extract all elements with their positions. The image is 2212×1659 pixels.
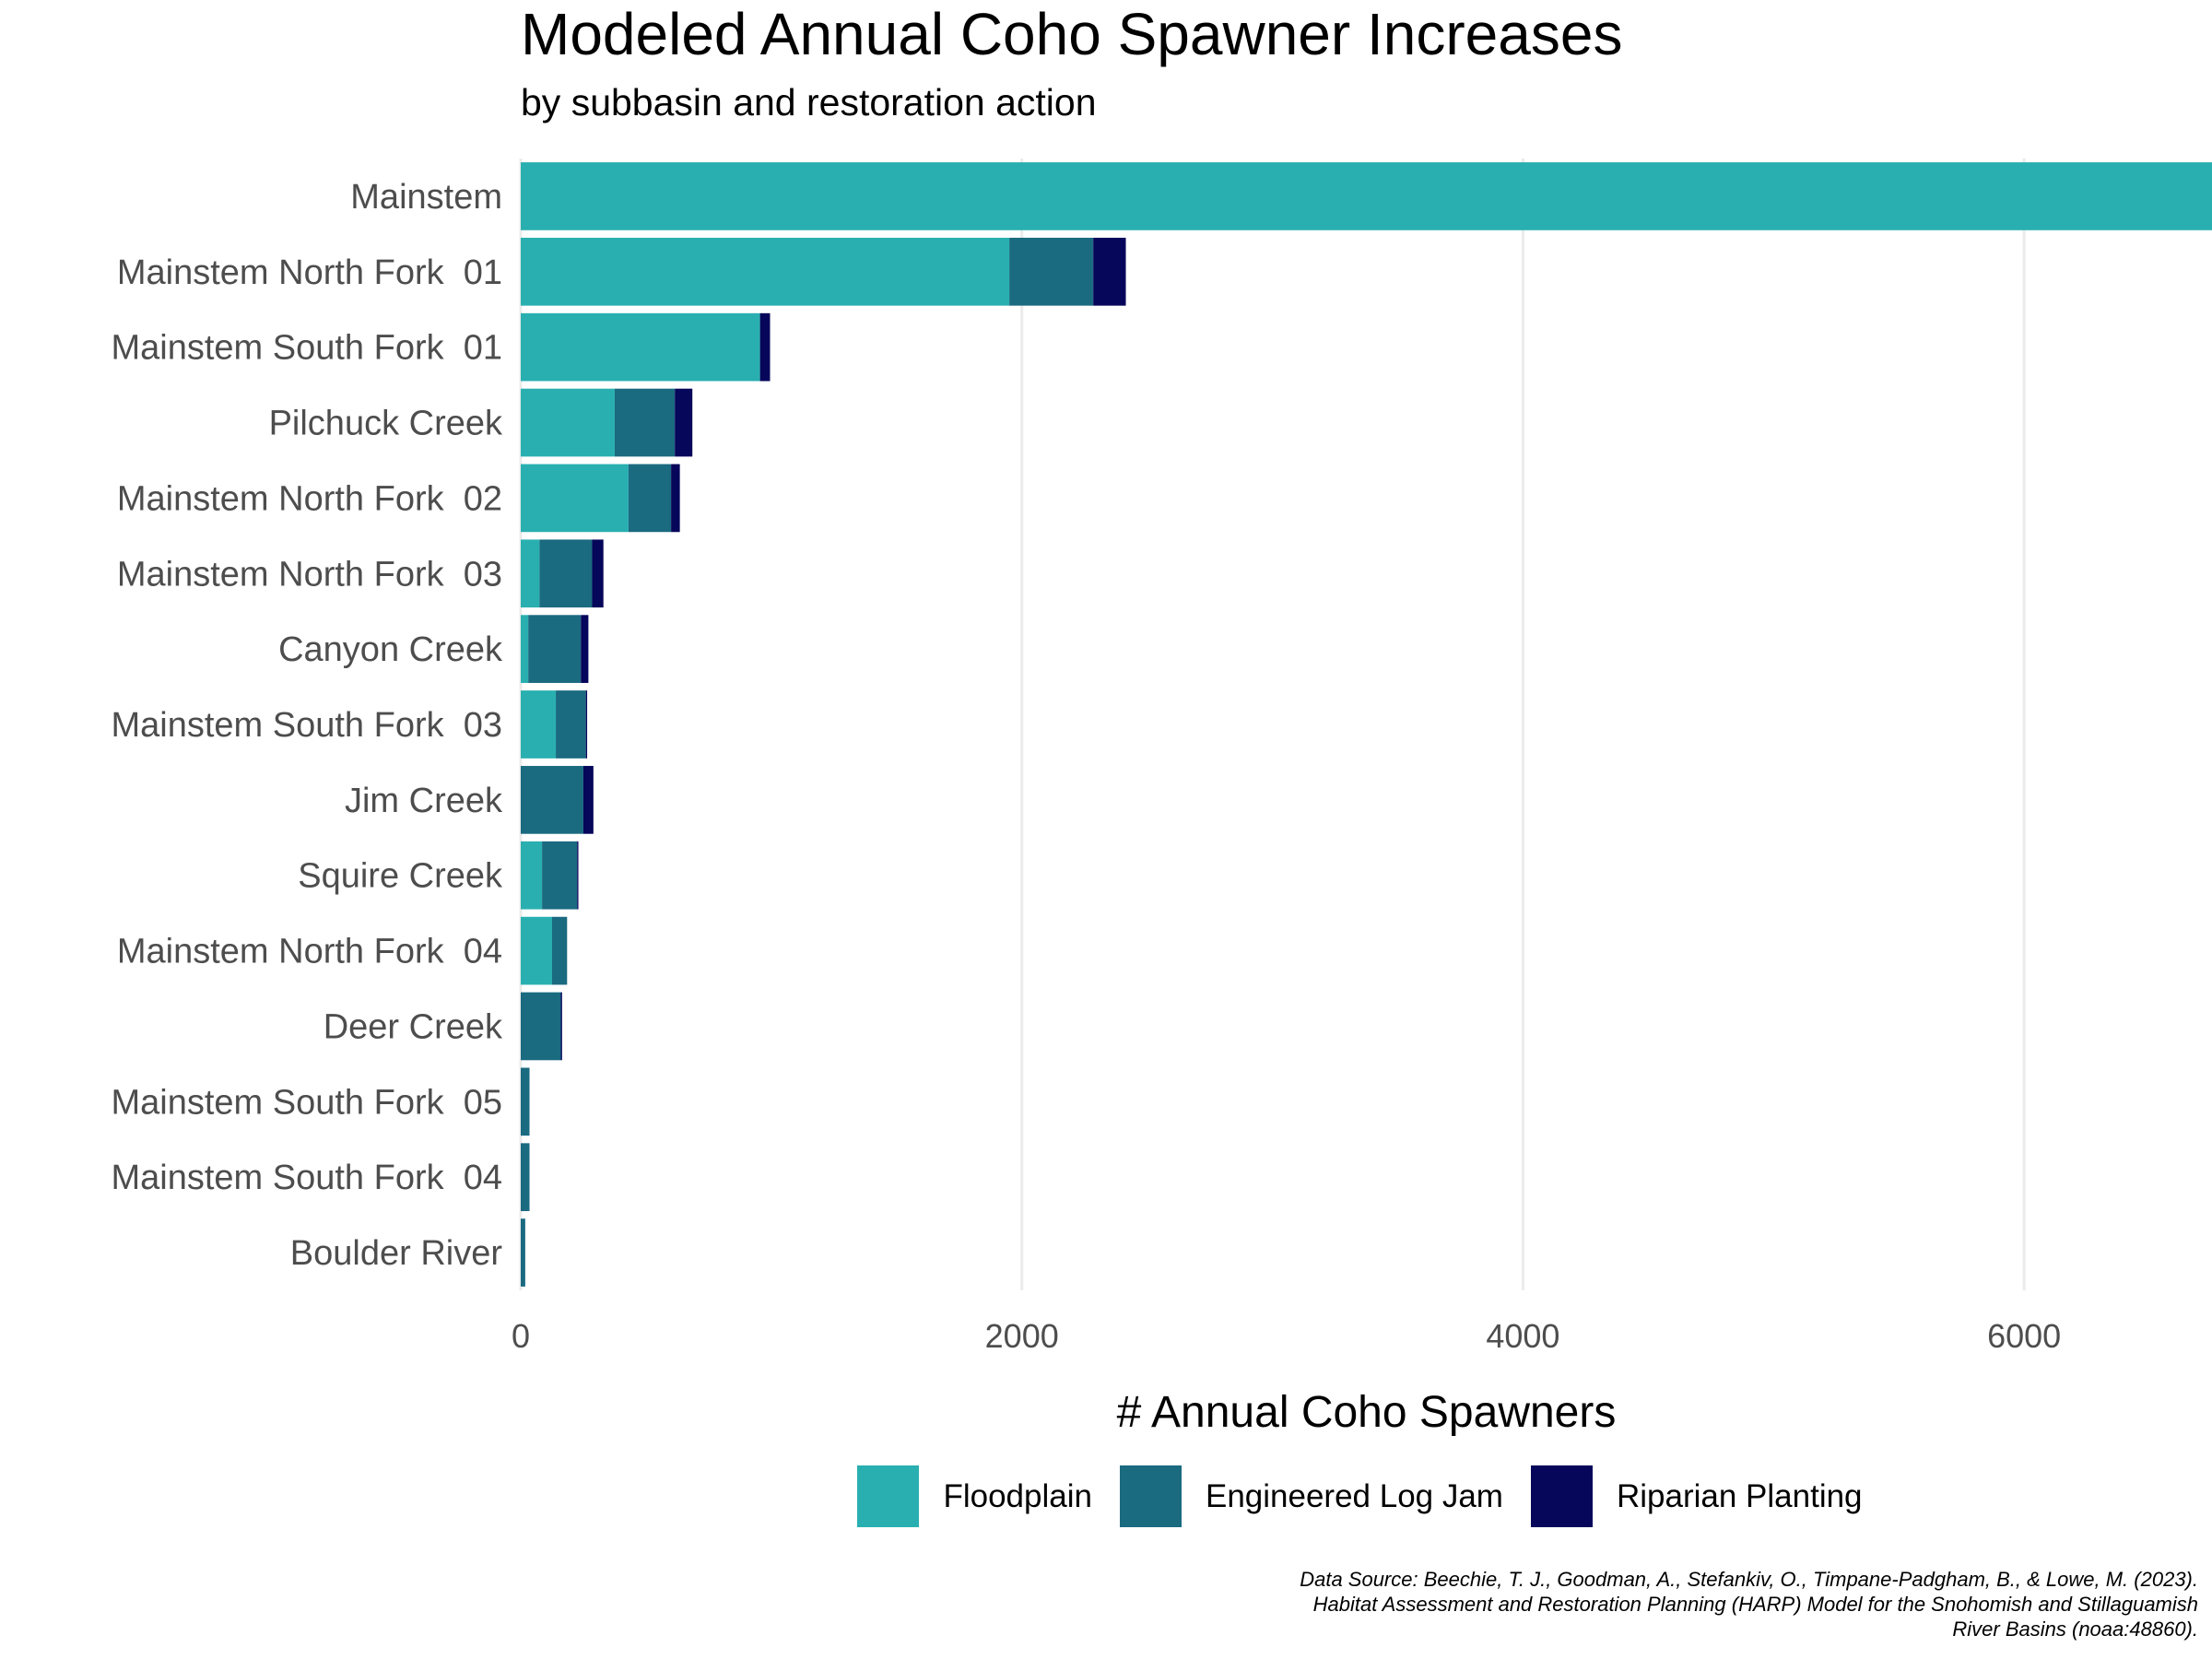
category-label-mainstem-north-fork-03: Mainstem North Fork 03 — [117, 555, 502, 594]
chart-title: Modeled Annual Coho Spawner Increases — [521, 1, 1623, 67]
bar-mainstem-north-fork-04-floodplain — [521, 916, 552, 985]
category-label-pilchuck-creek: Pilchuck Creek — [269, 405, 503, 443]
category-label-boulder-river: Boulder River — [290, 1234, 503, 1273]
x-tick-label-0: 0 — [512, 1317, 530, 1355]
bar-mainstem-north-fork-03-riparian-planting — [592, 539, 604, 608]
legend-key-riparian-planting — [1530, 1465, 1593, 1527]
x-tick-labels: 0 2000 4000 6000 — [512, 1317, 2061, 1355]
bar-mainstem-south-fork-03-engineered-log-jam — [556, 690, 586, 759]
bar-squire-creek-riparian-planting — [577, 841, 579, 910]
bars — [521, 162, 2212, 1287]
bar-mainstem-floodplain — [521, 162, 2212, 230]
data-source-note: Data Source: Beechie, T. J., Goodman, A.… — [1000, 1567, 2198, 1641]
bar-squire-creek-floodplain — [521, 841, 543, 910]
x-tick-label-6000: 6000 — [1987, 1317, 2061, 1355]
category-label-mainstem-north-fork-02: Mainstem North Fork 02 — [117, 479, 502, 518]
bar-pilchuck-creek-engineered-log-jam — [614, 388, 676, 457]
bar-mainstem-south-fork-03-riparian-planting — [585, 690, 588, 759]
legend-label-riparian-planting: Riparian Planting — [1616, 1477, 1863, 1514]
bar-boulder-river-engineered-log-jam — [521, 1218, 525, 1287]
x-tick-label-4000: 4000 — [1486, 1317, 1559, 1355]
legend-label-floodplain: Floodplain — [943, 1477, 1092, 1514]
category-label-squire-creek: Squire Creek — [298, 857, 503, 896]
category-labels: Mainstem Mainstem North Fork 01 Mainstem S… — [111, 178, 503, 1273]
category-label-mainstem-south-fork-04: Mainstem South Fork 04 — [111, 1159, 502, 1197]
bar-mainstem-north-fork-01-engineered-log-jam — [1009, 237, 1094, 306]
bar-canyon-creek-floodplain — [521, 615, 529, 683]
bar-chart: Mainstem Mainstem North Fork 01 Mainstem S… — [111, 159, 2212, 1355]
bar-mainstem-north-fork-02-floodplain — [521, 464, 629, 533]
source-line-3: River Basins (noaa:48860). — [1952, 1618, 2198, 1641]
legend-label-engineered-log-jam: Engineered Log Jam — [1205, 1477, 1503, 1514]
category-label-mainstem-south-fork-01: Mainstem South Fork 01 — [111, 329, 502, 368]
legend-item-floodplain: Floodplain — [857, 1465, 1105, 1527]
category-label-canyon-creek: Canyon Creek — [278, 630, 503, 669]
legend-item-engineered-log-jam: Engineered Log Jam — [1119, 1465, 1516, 1527]
bar-deer-creek-riparian-planting — [560, 992, 562, 1061]
bar-mainstem-north-fork-04-engineered-log-jam — [551, 916, 568, 985]
category-label-jim-creek: Jim Creek — [345, 782, 503, 820]
legend-key-floodplain — [857, 1465, 920, 1527]
bar-mainstem-south-fork-04-engineered-log-jam — [521, 1143, 530, 1212]
category-label-mainstem-north-fork-04: Mainstem North Fork 04 — [117, 933, 502, 971]
source-line-1: Data Source: Beechie, T. J., Goodman, A.… — [1300, 1568, 2198, 1591]
legend-key-engineered-log-jam — [1119, 1465, 1182, 1527]
x-tick-label-2000: 2000 — [985, 1317, 1059, 1355]
bar-mainstem-south-fork-01-floodplain — [521, 312, 760, 382]
bar-jim-creek-riparian-planting — [582, 766, 594, 834]
bar-mainstem-north-fork-01-riparian-planting — [1093, 237, 1126, 306]
bar-squire-creek-engineered-log-jam — [542, 841, 578, 910]
bar-deer-creek-engineered-log-jam — [521, 992, 561, 1061]
category-label-mainstem-north-fork-01: Mainstem North Fork 01 — [117, 253, 502, 292]
category-label-mainstem-south-fork-05: Mainstem South Fork 05 — [111, 1083, 502, 1122]
bar-mainstem-north-fork-02-riparian-planting — [671, 464, 680, 533]
bar-canyon-creek-engineered-log-jam — [528, 615, 582, 683]
category-label-mainstem: Mainstem — [350, 178, 502, 217]
bar-mainstem-south-fork-01-riparian-planting — [759, 312, 771, 382]
bar-mainstem-north-fork-02-engineered-log-jam — [628, 464, 672, 533]
legend-item-riparian-planting: Riparian Planting — [1530, 1465, 1876, 1527]
bar-mainstem-north-fork-03-engineered-log-jam — [539, 539, 593, 608]
chart-subtitle: by subbasin and restoration action — [521, 81, 1097, 124]
bar-mainstem-south-fork-03-floodplain — [521, 690, 557, 759]
bar-mainstem-south-fork-05-engineered-log-jam — [521, 1067, 530, 1136]
bar-mainstem-north-fork-01-floodplain — [521, 237, 1010, 306]
bar-mainstem-north-fork-03-floodplain — [521, 539, 540, 608]
bar-canyon-creek-riparian-planting — [581, 615, 589, 683]
bar-pilchuck-creek-floodplain — [521, 388, 615, 457]
source-line-2: Habitat Assessment and Restoration Plann… — [1312, 1593, 2198, 1616]
category-label-mainstem-south-fork-03: Mainstem South Fork 03 — [111, 706, 502, 745]
x-axis-title: # Annual Coho Spawners — [1116, 1388, 1617, 1437]
bar-pilchuck-creek-riparian-planting — [675, 388, 693, 457]
bar-jim-creek-engineered-log-jam — [521, 766, 583, 834]
category-label-deer-creek: Deer Creek — [324, 1007, 503, 1046]
legend: Floodplain Engineered Log Jam Riparian P… — [0, 1465, 2212, 1527]
